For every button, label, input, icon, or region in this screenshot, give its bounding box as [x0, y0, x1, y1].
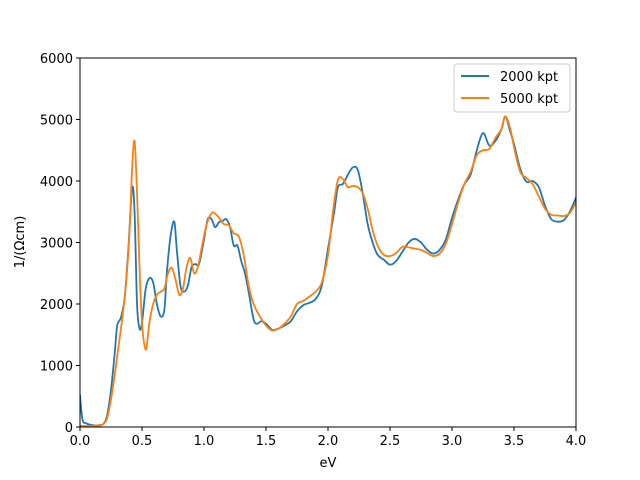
x-tick-label: 3.5: [504, 434, 525, 449]
y-tick-label: 5000: [40, 114, 73, 129]
y-axis-label: 1/(Ωcm): [13, 216, 28, 269]
y-tick-label: 0: [65, 421, 73, 436]
y-axis: 0 1000 2000 3000 4000 5000 6000: [40, 52, 80, 436]
x-tick-label: 0.0: [70, 434, 91, 449]
series-layer: [80, 115, 576, 427]
x-tick-label: 3.0: [442, 434, 463, 449]
x-tick-label: 1.5: [256, 434, 277, 449]
legend-label-2000-kpt: 2000 kpt: [500, 70, 558, 85]
x-tick-label: 2.5: [380, 434, 401, 449]
y-tick-label: 2000: [40, 298, 73, 313]
x-tick-label: 2.0: [318, 434, 339, 449]
legend-label-5000-kpt: 5000 kpt: [500, 92, 558, 107]
x-axis: 0.0 0.5 1.0 1.5 2.0 2.5 3.0 3.5 4.0: [70, 427, 587, 449]
y-tick-label: 4000: [40, 175, 73, 190]
x-axis-label: eV: [320, 456, 337, 471]
x-tick-label: 4.0: [566, 434, 587, 449]
x-tick-label: 1.0: [194, 434, 215, 449]
y-tick-label: 3000: [40, 237, 73, 252]
x-tick-label: 0.5: [132, 434, 153, 449]
legend: 2000 kpt 5000 kpt: [453, 63, 571, 113]
y-tick-label: 1000: [40, 360, 73, 375]
series-line-5000-kpt: [80, 115, 576, 427]
y-tick-label: 6000: [40, 52, 73, 67]
